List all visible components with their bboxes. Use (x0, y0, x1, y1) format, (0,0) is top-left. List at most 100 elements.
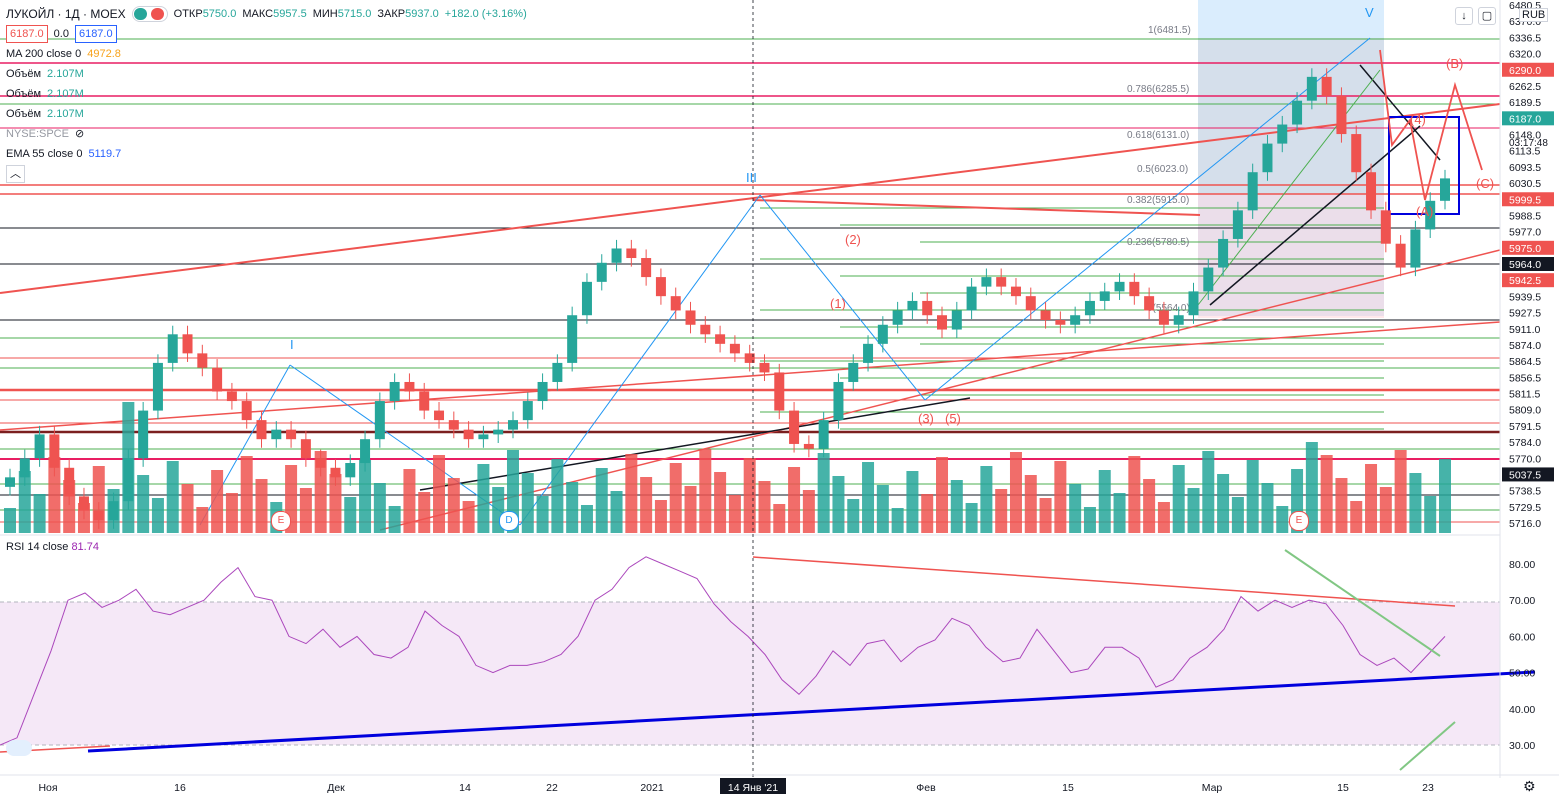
candle-body[interactable] (1144, 296, 1155, 311)
candle-body[interactable] (729, 343, 740, 354)
candle-body[interactable] (374, 401, 385, 440)
candle-body[interactable] (907, 300, 918, 311)
candle-body[interactable] (1158, 310, 1169, 325)
candle-body[interactable] (360, 439, 371, 464)
trend-line[interactable] (759, 194, 926, 401)
candle-body[interactable] (670, 296, 681, 311)
wave-label[interactable]: (1) (830, 296, 846, 311)
candle-body[interactable] (1114, 281, 1125, 292)
candle-body[interactable] (108, 501, 119, 521)
candle-body[interactable] (1292, 100, 1303, 125)
buy-button[interactable]: 6187.0 (74, 25, 117, 43)
candle-body[interactable] (241, 401, 252, 421)
candle-body[interactable] (434, 410, 445, 421)
candle-body[interactable] (685, 310, 696, 325)
candle-body[interactable] (937, 315, 948, 330)
dividend-badge-icon[interactable]: D (499, 511, 519, 531)
candle-body[interactable] (892, 310, 903, 325)
candle-body[interactable] (626, 248, 637, 259)
candle-body[interactable] (596, 262, 607, 282)
candle-body[interactable] (1336, 95, 1347, 135)
trend-line[interactable] (1209, 125, 1421, 306)
candle-body[interactable] (271, 429, 282, 440)
candle-body[interactable] (345, 463, 356, 478)
indicator-ema55[interactable]: EMA 55 close 0 5119.7 (6, 148, 122, 160)
wave-label[interactable]: I (290, 337, 294, 352)
indicator-volume-1[interactable]: Объём 2.107M (6, 68, 84, 80)
candle-body[interactable] (922, 300, 933, 316)
candle-body[interactable] (803, 443, 814, 449)
candle-body[interactable] (93, 510, 104, 521)
trend-line[interactable] (924, 37, 1371, 401)
candle-body[interactable] (419, 391, 430, 411)
candle-body[interactable] (463, 429, 474, 440)
candle-body[interactable] (1084, 300, 1095, 316)
candle-body[interactable] (212, 367, 223, 392)
candle-body[interactable] (522, 401, 533, 421)
trend-line[interactable] (419, 397, 971, 491)
trend-line[interactable] (1197, 69, 1381, 306)
candle-body[interactable] (1321, 76, 1332, 96)
candle-body[interactable] (478, 434, 489, 440)
wave-label[interactable]: (B) (1446, 56, 1463, 71)
candle-body[interactable] (1232, 210, 1243, 239)
candle-body[interactable] (5, 477, 15, 487)
scale-down-icon[interactable]: ↓ (1455, 7, 1473, 25)
rsi-legend[interactable]: RSI 14 close 81.74 (6, 541, 99, 553)
hidden-eye-icon[interactable]: ⊘ (74, 128, 85, 140)
candle-body[interactable] (152, 362, 163, 411)
candle-body[interactable] (315, 458, 326, 468)
candle-body[interactable] (581, 281, 592, 316)
candle-body[interactable] (330, 467, 341, 478)
candle-body[interactable] (1425, 200, 1436, 230)
candle-body[interactable] (1440, 178, 1450, 201)
candle-body[interactable] (49, 434, 60, 468)
candle-body[interactable] (197, 353, 208, 368)
candle-body[interactable] (611, 248, 622, 263)
rsi-trend-line[interactable] (1399, 721, 1456, 771)
candle-body[interactable] (966, 286, 977, 311)
candle-body[interactable] (759, 362, 770, 373)
candle-body[interactable] (951, 310, 962, 330)
earnings-badge-icon[interactable]: E (1289, 511, 1309, 531)
rsi-trend-line[interactable] (1284, 549, 1441, 657)
candle-body[interactable] (818, 420, 829, 449)
candle-body[interactable] (1366, 172, 1377, 211)
candle-body[interactable] (567, 315, 578, 363)
candle-body[interactable] (700, 324, 711, 335)
candle-body[interactable] (256, 420, 267, 440)
candle-body[interactable] (182, 334, 193, 354)
candle-body[interactable] (996, 277, 1007, 287)
candle-body[interactable] (1262, 143, 1273, 173)
candle-body[interactable] (1099, 291, 1110, 301)
candle-body[interactable] (641, 258, 652, 278)
candle-body[interactable] (774, 372, 785, 411)
candle-body[interactable] (655, 277, 666, 297)
candle-body[interactable] (1351, 134, 1362, 173)
wave-label[interactable]: V (1365, 5, 1374, 20)
candle-body[interactable] (789, 410, 800, 444)
candle-body[interactable] (1380, 210, 1391, 244)
tradingview-logo-icon[interactable] (6, 740, 32, 756)
highlight-box[interactable] (1388, 116, 1460, 215)
candle-body[interactable] (1395, 243, 1406, 268)
indicator-volume-2[interactable]: Объём 2.107M (6, 88, 84, 100)
candle-body[interactable] (833, 381, 844, 421)
sell-button[interactable]: 6187.0 (6, 25, 48, 43)
wave-label[interactable]: (C) (1476, 176, 1494, 191)
earnings-badge-icon[interactable]: E (271, 511, 291, 531)
wave-label[interactable]: (5) (945, 411, 961, 426)
rsi-resistance-line[interactable] (752, 556, 1456, 607)
candle-body[interactable] (1247, 172, 1258, 211)
wave-label[interactable]: (A) (1416, 204, 1433, 219)
candle-body[interactable] (167, 334, 178, 363)
trend-line[interactable] (1359, 64, 1441, 161)
wave-label[interactable]: (3) (918, 411, 934, 426)
candle-body[interactable] (1025, 296, 1036, 311)
candle-body[interactable] (715, 334, 726, 344)
candle-body[interactable] (493, 429, 504, 435)
candle-body[interactable] (286, 429, 297, 440)
candle-body[interactable] (19, 458, 30, 478)
symbol-title[interactable]: ЛУКОЙЛ · 1Д · MOEX (6, 7, 126, 21)
